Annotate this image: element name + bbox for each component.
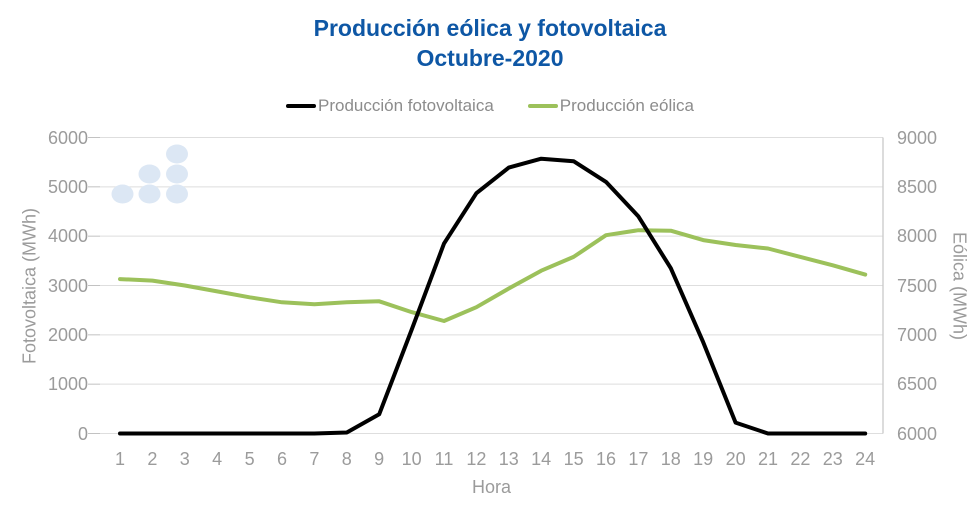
x-tick-label: 6 [276, 449, 287, 469]
right-tick-label: 8000 [897, 226, 938, 247]
x-tick-label: 2 [147, 449, 158, 469]
right-tick-label: 6500 [897, 374, 938, 395]
left-tick-label: 5000 [47, 176, 88, 197]
x-axis-title: Hora [471, 477, 511, 497]
x-tick-label: 17 [628, 449, 649, 469]
legend: Producción fotovoltaica Producción eólic… [0, 94, 980, 118]
dots-triangle-logo [166, 184, 188, 204]
left-tick-label: 2000 [47, 324, 88, 345]
right-tick-label: 9000 [897, 127, 938, 148]
x-tick-label: 9 [374, 449, 385, 469]
right-tick-label: 7000 [897, 324, 938, 345]
dots-triangle-logo [111, 184, 134, 204]
right-tick-label: 8500 [897, 176, 938, 197]
dots-triangle-logo [166, 164, 188, 184]
x-tick-label: 12 [466, 449, 487, 469]
left-tick-label: 6000 [47, 127, 88, 148]
x-tick-label: 1 [114, 449, 125, 469]
fotovoltaica-line-swatch-icon [286, 104, 316, 108]
legend-item-eolica: Producción eólica [527, 96, 694, 116]
x-tick-label: 5 [244, 449, 255, 469]
x-tick-label: 18 [660, 449, 681, 469]
chart-title-line2: Octubre-2020 [416, 45, 564, 71]
x-tick-label: 16 [595, 449, 617, 469]
left-tick-label: 3000 [47, 275, 88, 296]
legend-item-fotovoltaica: Producción fotovoltaica [286, 96, 494, 116]
x-tick-label: 15 [563, 449, 584, 469]
x-tick-label: 23 [822, 449, 843, 469]
left-tick-label: 4000 [47, 226, 88, 247]
dots-triangle-logo [138, 184, 161, 204]
left-tick-label: 0 [77, 423, 88, 444]
fotovoltaica-line [118, 156, 868, 436]
x-tick-label: 7 [309, 449, 320, 469]
x-tick-label: 21 [757, 449, 779, 469]
x-tick-label: 10 [401, 449, 422, 469]
x-tick-label: 13 [498, 449, 519, 469]
x-tick-label: 4 [212, 449, 223, 469]
chart-title-line1: Producción eólica y fotovoltaica [313, 15, 667, 41]
x-tick-label: 24 [855, 449, 876, 469]
x-tick-label: 22 [790, 449, 811, 469]
x-tick-label: 11 [434, 449, 454, 469]
eolica-line-swatch-icon [527, 104, 558, 108]
dots-triangle-logo [166, 144, 188, 164]
right-tick-label: 7500 [897, 275, 938, 296]
legend-label-eolica: Producción eólica [559, 96, 694, 115]
right-tick-label: 6000 [897, 423, 938, 444]
x-tick-label: 3 [179, 449, 190, 469]
legend-label-fotovoltaica: Producción fotovoltaica [318, 96, 494, 115]
x-tick-label: 8 [341, 449, 352, 469]
left-tick-label: 1000 [47, 374, 88, 395]
x-tick-label: 19 [693, 449, 714, 469]
eolica-line [118, 228, 868, 323]
right-axis-title: Eólica (MWh) [949, 231, 970, 341]
dots-triangle-logo [138, 164, 161, 184]
x-tick-label: 14 [531, 449, 552, 469]
x-tick-label: 20 [725, 449, 746, 469]
